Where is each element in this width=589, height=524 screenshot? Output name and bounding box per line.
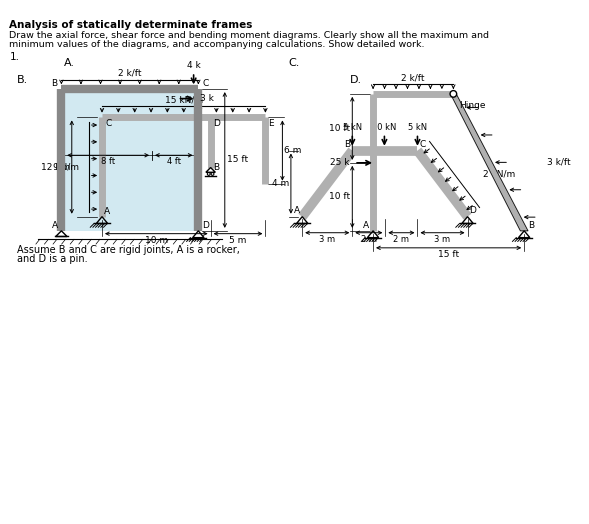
Text: D.: D. bbox=[349, 75, 362, 85]
Polygon shape bbox=[451, 94, 528, 231]
Text: 10 ft: 10 ft bbox=[329, 192, 350, 201]
Text: C: C bbox=[419, 140, 426, 149]
Text: 5 kN: 5 kN bbox=[343, 123, 362, 132]
Text: Hinge: Hinge bbox=[459, 102, 485, 111]
Text: 3 k: 3 k bbox=[200, 94, 214, 103]
Text: 15 kN/m: 15 kN/m bbox=[165, 95, 203, 104]
Text: D: D bbox=[213, 119, 220, 128]
Text: 3 m: 3 m bbox=[435, 235, 451, 244]
Text: 10 m: 10 m bbox=[145, 236, 168, 245]
Text: 8 ft: 8 ft bbox=[101, 157, 115, 166]
Text: 12 kN/m: 12 kN/m bbox=[41, 162, 78, 171]
Text: D: D bbox=[202, 221, 209, 230]
Text: 2 kN/m: 2 kN/m bbox=[484, 170, 515, 179]
Text: minimum values of the diagrams, and accompanying calculations. Show detailed wor: minimum values of the diagrams, and acco… bbox=[9, 40, 425, 49]
Text: 3 m: 3 m bbox=[319, 235, 335, 244]
Text: 10 kN: 10 kN bbox=[372, 123, 396, 132]
Text: B: B bbox=[528, 221, 534, 230]
Text: A: A bbox=[294, 206, 300, 215]
Text: E: E bbox=[268, 119, 274, 128]
Text: 4 m: 4 m bbox=[272, 179, 289, 188]
Text: 15 ft: 15 ft bbox=[227, 156, 248, 165]
Text: B: B bbox=[213, 163, 220, 172]
Text: A.: A. bbox=[64, 58, 75, 68]
Text: A: A bbox=[104, 207, 110, 216]
Text: 1.: 1. bbox=[9, 52, 19, 62]
Text: Draw the axial force, shear force and bending moment diagrams. Clearly show all : Draw the axial force, shear force and be… bbox=[9, 30, 489, 40]
Polygon shape bbox=[61, 89, 198, 231]
Text: 3 k/ft: 3 k/ft bbox=[547, 158, 571, 167]
Text: C: C bbox=[106, 119, 112, 128]
Text: B.: B. bbox=[17, 75, 28, 85]
Text: C.: C. bbox=[288, 58, 299, 68]
Text: A: A bbox=[51, 221, 58, 230]
Text: A: A bbox=[363, 221, 369, 230]
Text: 6 m: 6 m bbox=[284, 146, 302, 155]
Text: D: D bbox=[469, 206, 477, 215]
Text: and D is a pin.: and D is a pin. bbox=[17, 255, 88, 265]
Text: Assume B and C are rigid joints, A is a rocker,: Assume B and C are rigid joints, A is a … bbox=[17, 245, 240, 255]
Text: 2 k/ft: 2 k/ft bbox=[402, 73, 425, 83]
Text: 25 k: 25 k bbox=[330, 158, 349, 167]
Text: 2 k/ft: 2 k/ft bbox=[118, 69, 141, 78]
Text: 5 kN: 5 kN bbox=[408, 123, 427, 132]
Circle shape bbox=[450, 91, 456, 97]
Text: 9 m: 9 m bbox=[52, 162, 70, 171]
Text: 2 m: 2 m bbox=[393, 235, 409, 244]
Text: 4 ft: 4 ft bbox=[167, 157, 181, 166]
Text: B: B bbox=[345, 140, 350, 149]
Text: Analysis of statically determinate frames: Analysis of statically determinate frame… bbox=[9, 20, 253, 30]
Text: 10 ft: 10 ft bbox=[329, 124, 350, 133]
Text: 4 k: 4 k bbox=[187, 61, 200, 70]
Text: 5 m: 5 m bbox=[229, 236, 247, 245]
Text: 15 ft: 15 ft bbox=[438, 250, 459, 259]
Text: B: B bbox=[51, 79, 58, 88]
Text: 2 m: 2 m bbox=[361, 235, 377, 244]
Text: C: C bbox=[202, 79, 209, 88]
